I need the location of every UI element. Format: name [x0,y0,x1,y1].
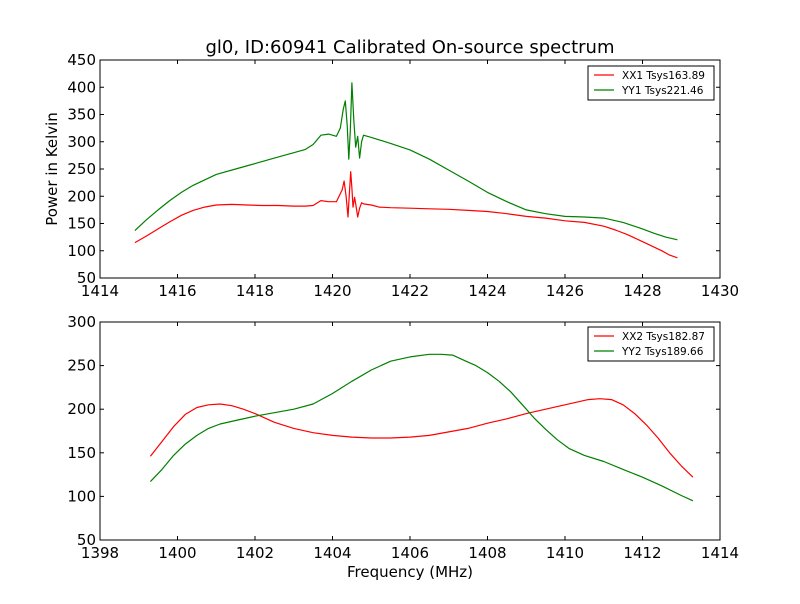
legend-box [587,326,715,362]
y-tick-label: 200 [67,187,96,205]
x-tick-label: 1408 [468,544,506,562]
legend: XX2 Tsys182.87 YY2 Tsys189.66 [587,326,715,362]
bottom-panel: 1398 1400 1402 1404 1406 1408 1410 1412 1414 50 10… [67,313,739,562]
y-tick-label: 300 [67,313,96,331]
series-line-yy2 [149,353,694,502]
series-line-yy1 [134,82,678,241]
series-line-xx2 [149,398,694,478]
x-tick-label: 1426 [546,282,584,300]
x-tick-label: 1428 [623,282,661,300]
x-tick-label: 1402 [236,544,274,562]
x-tick-label: 1416 [158,282,196,300]
x-axis-label: Frequency (MHz) [347,563,473,581]
y-tick-label: 50 [77,531,96,549]
legend-box [587,65,715,101]
x-tick-label: 1400 [158,544,196,562]
y-tick-label: 100 [67,242,96,260]
x-tick-label: 1420 [313,282,351,300]
legend: XX1 Tsys163.89 YY1 Tsys221.46 [587,65,715,101]
legend-entry-label: YY1 Tsys221.46 [621,85,704,97]
x-tick-label: 1414 [701,544,739,562]
x-tick-label: 1410 [546,544,584,562]
y-tick-label: 250 [67,357,96,375]
y-tick-label: 150 [67,444,96,462]
legend-entry-label: YY2 Tsys189.66 [621,346,704,358]
legend-entry-label: XX2 Tsys182.87 [622,331,705,343]
legend-entry-label: XX1 Tsys163.89 [622,70,705,82]
y-tick-label: 350 [67,106,96,124]
y-tick-label: 250 [67,160,96,178]
x-tick-label: 1418 [236,282,274,300]
x-tick-label: 1422 [391,282,429,300]
y-tick-label: 400 [67,78,96,96]
y-tick-label: 450 [67,51,96,69]
x-tick-label: 1404 [313,544,351,562]
series-line-xx1 [134,171,678,259]
x-tick-label: 1406 [391,544,429,562]
y-tick-label: 200 [67,400,96,418]
y-axis-label: Power in Kelvin [43,112,61,226]
y-tick-label: 50 [77,269,96,287]
x-tick-label: 1412 [623,544,661,562]
x-tick-label: 1424 [468,282,506,300]
chart-title: gl0, ID:60941 Calibrated On-source spect… [205,37,614,58]
top-panel: 1414 1416 1418 1420 1422 1424 1426 1428 1430 50 10… [67,51,739,300]
x-tick-label: 1430 [701,282,739,300]
x-tick-label: 1414 [81,282,119,300]
x-tick-label: 1398 [81,544,119,562]
y-tick-label: 150 [67,215,96,233]
y-tick-label: 300 [67,133,96,151]
y-tick-label: 100 [67,487,96,505]
